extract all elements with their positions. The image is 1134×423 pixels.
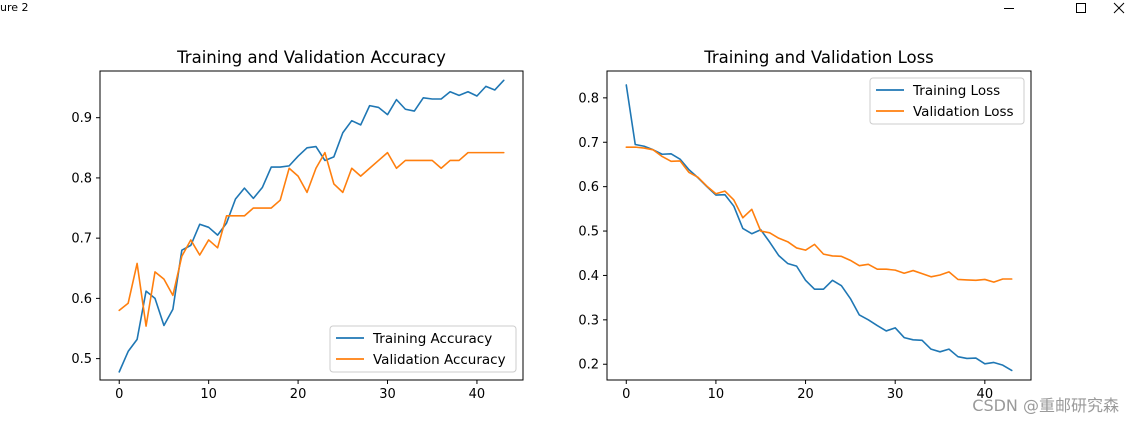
legend-label: Validation Accuracy [373,352,506,368]
legend-label: Training Loss [912,83,1000,99]
y-tick-label: 0.4 [578,269,599,284]
x-tick-label: 10 [200,387,217,402]
legend-box [329,325,517,373]
x-tick-label: 0 [622,387,630,402]
axes-frame [99,70,524,381]
series-line-1 [118,79,505,373]
watermark: CSDN @重邮研究森 [972,396,1119,415]
minimize-icon [1004,8,1014,9]
x-tick-label: 30 [379,387,396,402]
x-tick-label: 40 [977,387,994,402]
series-line-2 [118,151,505,327]
legend-box [869,77,1025,125]
chart-title: Training and Validation Loss [703,48,934,67]
y-tick-label: 0.6 [578,180,599,195]
x-tick-label: 40 [469,387,486,402]
y-tick-label: 0.5 [71,352,92,367]
y-tick-label: 0.7 [578,136,599,151]
x-tick-label: 20 [290,387,307,402]
maximize-button[interactable] [1066,0,1096,16]
legend: Training Loss Validation Loss [869,77,1025,125]
chart-panel-1: Training and Validation Accuracy 0 10 20 30 4… [71,48,524,402]
close-button[interactable] [1104,0,1134,16]
legend: Training Accuracy Validation Accuracy [329,325,517,373]
y-tick-label: 0.8 [71,171,92,186]
chart-title: Training and Validation Accuracy [176,48,446,67]
minimize-button[interactable] [994,0,1024,16]
legend-label: Validation Loss [913,104,1014,120]
series-line-2 [625,146,1013,283]
y-tick-label: 0.9 [71,111,92,126]
maximize-icon [1076,3,1086,13]
legend-label: Training Accuracy [372,331,492,347]
y-tick-label: 0.8 [578,91,599,106]
chart-panel-2: Training and Validation Loss 0 10 20 30 40 0.2… [578,48,1032,402]
close-icon [1113,2,1125,14]
y-tick-label: 0.7 [71,232,92,247]
y-tick-label: 0.6 [71,292,92,307]
series-line-1 [625,84,1013,372]
x-tick-label: 10 [708,387,725,402]
axes-frame [606,70,1032,381]
x-tick-label: 0 [115,387,123,402]
y-tick-label: 0.3 [578,313,599,328]
x-tick-label: 30 [887,387,904,402]
window-title: ure 2 [0,1,29,14]
y-tick-label: 0.5 [578,225,599,240]
y-tick-label: 0.2 [578,358,599,373]
x-tick-label: 20 [797,387,814,402]
